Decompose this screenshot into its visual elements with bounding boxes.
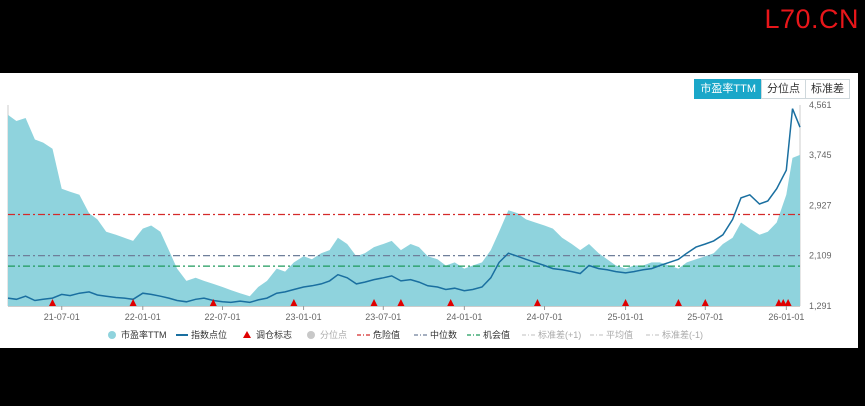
rebalance-marker — [784, 299, 792, 306]
legend-item[interactable]: 分位点 — [307, 329, 347, 340]
legend-label: 机会值 — [483, 329, 510, 340]
valuation-chart: 1,291 2,109 2,927 3,745 4,561 21-07-01 22-01-0… — [7, 100, 832, 340]
rebalance-marker — [48, 299, 56, 306]
y-tick-label: 2,927 — [809, 200, 832, 210]
rebalance-marker — [447, 299, 455, 306]
legend-item[interactable]: 市盈率TTM — [108, 329, 167, 340]
metric-tabs: 市盈率TTM 分位点 标准差 — [694, 79, 850, 99]
rebalance-marker — [209, 299, 217, 306]
legend-item[interactable]: 危险值 — [357, 329, 400, 340]
pe-ttm-area — [8, 114, 800, 307]
legend-item[interactable]: 标准差(-1) — [646, 329, 703, 340]
rebalance-marker — [622, 299, 630, 306]
legend-item[interactable]: 调仓标志 — [243, 329, 292, 340]
x-tick-label: 24-07-01 — [527, 312, 563, 322]
legend-label: 平均值 — [606, 329, 633, 340]
rebalance-marker — [290, 299, 298, 306]
rebalance-marker — [129, 299, 137, 306]
legend-label: 分位点 — [320, 329, 347, 340]
y-tick-label: 3,745 — [809, 150, 832, 160]
tab-percentile[interactable]: 分位点 — [761, 79, 806, 99]
x-tick-label: 25-01-01 — [608, 312, 644, 322]
legend-item[interactable]: 中位数 — [414, 329, 457, 340]
tab-std-dev[interactable]: 标准差 — [805, 79, 850, 99]
legend-label: 市盈率TTM — [121, 329, 167, 340]
legend-item[interactable]: 平均值 — [590, 329, 633, 340]
rebalance-marker — [397, 299, 405, 306]
legend-label: 危险值 — [373, 329, 400, 340]
legend-label: 标准差(-1) — [662, 329, 703, 340]
legend-triangle-icon — [243, 331, 251, 338]
x-tick-label: 26-01-01 — [768, 312, 804, 322]
index-line — [7, 108, 801, 304]
y-tick-label: 2,109 — [809, 251, 832, 261]
rebalance-marker — [779, 299, 787, 306]
x-tick-label: 24-01-01 — [446, 312, 482, 322]
legend-label: 标准差(+1) — [538, 329, 581, 340]
legend-label: 指数点位 — [191, 329, 227, 340]
rebalance-marker — [533, 299, 541, 306]
rebalance-marker — [370, 299, 378, 306]
x-tick-label: 22-01-01 — [125, 312, 161, 322]
legend-circle-icon — [307, 331, 315, 339]
y-tick-label: 4,561 — [809, 100, 832, 110]
x-tick-label: 23-01-01 — [286, 312, 322, 322]
legend-item[interactable]: 标准差(+1) — [522, 329, 581, 340]
x-tick-label: 25-07-01 — [687, 312, 723, 322]
y-tick-label: 1,291 — [809, 301, 832, 311]
tab-pe-ttm[interactable]: 市盈率TTM — [694, 79, 762, 99]
legend-item[interactable]: 机会值 — [467, 329, 510, 340]
chart-panel: 市盈率TTM 分位点 标准差 1,291 2,109 2,927 3,745 4,561… — [0, 73, 858, 348]
rebalance-marker — [701, 299, 709, 306]
x-tick-label: 23-07-01 — [365, 312, 401, 322]
legend-circle-icon — [108, 331, 116, 339]
x-tick-label: 21-07-01 — [44, 312, 80, 322]
rebalance-marker — [674, 299, 682, 306]
site-watermark: L70.CN — [764, 4, 859, 34]
x-tick-label: 22-07-01 — [205, 312, 241, 322]
legend-label: 调仓标志 — [256, 329, 292, 340]
legend-label: 中位数 — [430, 329, 457, 340]
rebalance-marker — [775, 299, 783, 306]
legend-item[interactable]: 指数点位 — [176, 329, 227, 340]
